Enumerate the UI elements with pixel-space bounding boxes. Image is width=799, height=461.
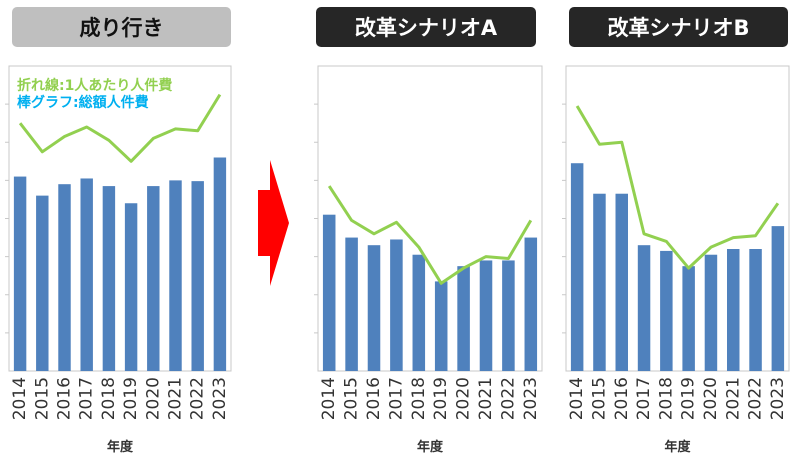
bar-2018 xyxy=(412,254,426,371)
bar-2021 xyxy=(727,249,740,371)
bar-2021 xyxy=(169,180,182,371)
x-tick-label-2016: 2016 xyxy=(55,377,75,420)
bar-2022 xyxy=(749,249,762,371)
x-tick-label-2023: 2023 xyxy=(210,377,230,420)
bar-2020 xyxy=(704,254,718,371)
bar-2019 xyxy=(124,203,138,371)
x-axis-label: 年度 xyxy=(417,439,444,455)
x-tick-label-2018: 2018 xyxy=(409,377,429,420)
bar-2020 xyxy=(457,266,470,371)
x-tick-label-2017: 2017 xyxy=(634,377,654,420)
bar-2021 xyxy=(479,260,493,371)
panel-title-scenario-a-text: 改革シナリオA xyxy=(354,16,498,40)
x-tick-label-2020: 2020 xyxy=(701,377,721,420)
bar-2023 xyxy=(771,226,785,371)
x-axis-label: 年度 xyxy=(107,439,134,455)
x-tick-label-2018: 2018 xyxy=(99,377,119,420)
x-tick-label-2022: 2022 xyxy=(188,377,208,420)
bar-2015 xyxy=(593,193,606,371)
bar-2017 xyxy=(80,178,93,371)
x-axis-label: 年度 xyxy=(664,439,691,455)
x-tick-label-2018: 2018 xyxy=(656,377,676,420)
per-capita-line xyxy=(18,93,222,163)
x-tick-label-2021: 2021 xyxy=(723,377,743,420)
panel-title-baseline: 成り行き xyxy=(12,7,231,47)
x-tick-label-2020: 2020 xyxy=(143,377,163,420)
bar-2017 xyxy=(637,245,651,371)
bar-2014 xyxy=(570,163,584,371)
x-tick-label-2019: 2019 xyxy=(431,377,451,420)
x-tick-label-2019: 2019 xyxy=(679,377,699,420)
x-tick-label-2014: 2014 xyxy=(10,377,30,420)
per-capita-line xyxy=(327,185,533,285)
legend-bar-label: 棒グラフ:総額人件費 xyxy=(17,95,149,111)
bar-2014 xyxy=(13,176,27,371)
bar-2014 xyxy=(322,214,336,371)
x-tick-label-2019: 2019 xyxy=(121,377,141,420)
legend-line-label: 折れ線:1人あたり人件費 xyxy=(17,78,173,94)
x-tick-label-2014: 2014 xyxy=(567,377,587,420)
x-tick-label-2015: 2015 xyxy=(342,377,362,420)
x-tick-label-2023: 2023 xyxy=(768,377,788,420)
bar-2016 xyxy=(615,193,628,371)
x-tick-label-2023: 2023 xyxy=(521,377,541,420)
x-tick-label-2017: 2017 xyxy=(77,377,97,420)
x-tick-label-2017: 2017 xyxy=(386,377,406,420)
x-tick-label-2021: 2021 xyxy=(166,377,186,420)
x-tick-label-2016: 2016 xyxy=(612,377,632,420)
x-tick-label-2015: 2015 xyxy=(589,377,609,420)
bar-2023 xyxy=(524,237,538,371)
bar-2020 xyxy=(147,186,160,371)
bar-2019 xyxy=(682,266,695,371)
x-tick-label-2020: 2020 xyxy=(454,377,474,420)
bar-2016 xyxy=(367,245,381,371)
panel-title-scenario-a: 改革シナリオA xyxy=(316,7,536,47)
bar-2019 xyxy=(434,281,448,371)
bar-2017 xyxy=(390,239,403,371)
x-tick-label-2015: 2015 xyxy=(32,377,52,420)
x-tick-label-2014: 2014 xyxy=(319,377,339,420)
bar-2016 xyxy=(58,184,71,371)
panel-title-baseline-text: 成り行き xyxy=(79,16,164,40)
bar-2023 xyxy=(213,157,227,371)
bar-2018 xyxy=(660,250,673,371)
x-tick-label-2022: 2022 xyxy=(498,377,518,420)
per-capita-line xyxy=(575,105,780,270)
panel-title-scenario-b-text: 改革シナリオB xyxy=(607,16,750,40)
bar-2018 xyxy=(102,186,116,371)
x-tick-label-2016: 2016 xyxy=(364,377,384,420)
bar-2022 xyxy=(191,181,204,371)
bar-2015 xyxy=(36,195,49,371)
bar-2022 xyxy=(502,260,515,371)
right-arrow-icon xyxy=(258,160,289,286)
panel-title-scenario-b: 改革シナリオB xyxy=(569,7,788,47)
x-tick-label-2021: 2021 xyxy=(476,377,496,420)
x-tick-label-2022: 2022 xyxy=(746,377,766,420)
bar-2015 xyxy=(345,237,358,371)
